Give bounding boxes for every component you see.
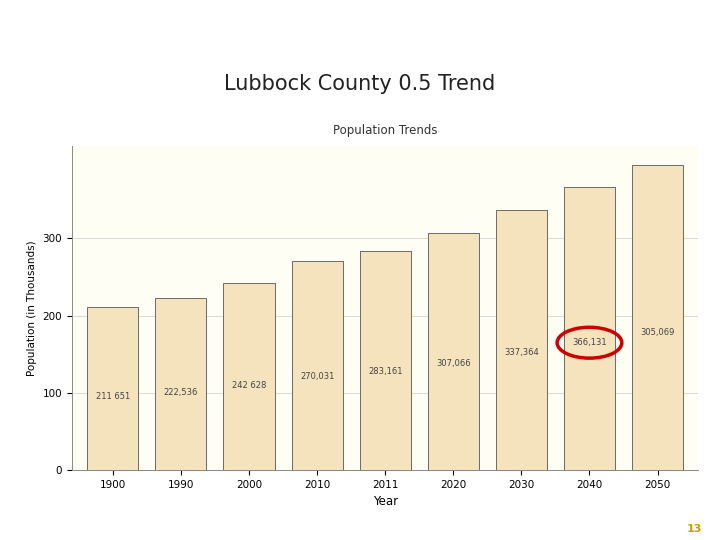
- Text: 337,364: 337,364: [504, 348, 539, 357]
- Y-axis label: Population (in Thousands): Population (in Thousands): [27, 240, 37, 376]
- Text: 307,066: 307,066: [436, 359, 471, 368]
- X-axis label: Year: Year: [373, 495, 397, 508]
- Text: Lubbock County 0.5 Trend: Lubbock County 0.5 Trend: [225, 73, 495, 94]
- Bar: [428, 233, 479, 470]
- Text: 305,069: 305,069: [640, 328, 675, 337]
- Bar: [156, 298, 207, 470]
- Bar: [360, 251, 410, 470]
- Text: Demographic Development: Demographic Development: [18, 21, 423, 46]
- Bar: [564, 187, 615, 470]
- Text: 283,161: 283,161: [368, 367, 402, 376]
- Text: 222,536: 222,536: [163, 388, 198, 397]
- Bar: [87, 307, 138, 470]
- Text: Population Trends: Population Trends: [333, 124, 438, 138]
- Text: 242 628: 242 628: [232, 381, 266, 390]
- Text: 211 651: 211 651: [96, 392, 130, 401]
- Text: 13: 13: [687, 524, 702, 534]
- Text: 270,031: 270,031: [300, 372, 334, 381]
- Bar: [496, 210, 547, 470]
- Bar: [632, 165, 683, 470]
- Bar: [223, 282, 274, 470]
- Bar: [292, 261, 343, 470]
- Text: 366,131: 366,131: [572, 338, 607, 347]
